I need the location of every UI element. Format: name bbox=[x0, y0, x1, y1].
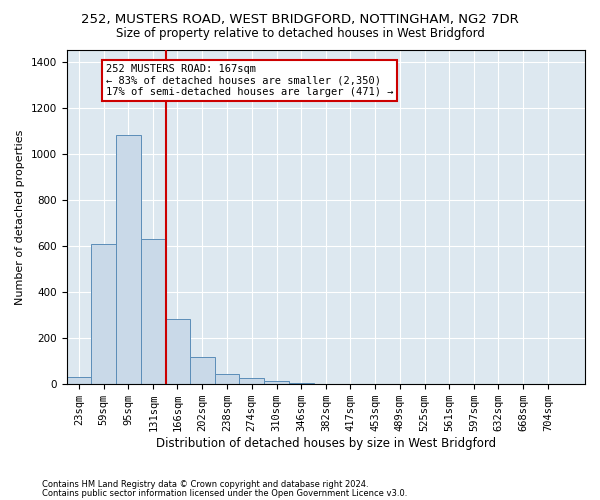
Bar bbox=[165, 318, 190, 384]
Bar bbox=[141, 239, 166, 384]
Y-axis label: Number of detached properties: Number of detached properties bbox=[15, 130, 25, 305]
Bar bbox=[289, 383, 314, 384]
Bar bbox=[264, 381, 289, 384]
Text: 252 MUSTERS ROAD: 167sqm
← 83% of detached houses are smaller (2,350)
17% of sem: 252 MUSTERS ROAD: 167sqm ← 83% of detach… bbox=[106, 64, 393, 97]
Bar bbox=[190, 356, 215, 384]
Text: Size of property relative to detached houses in West Bridgford: Size of property relative to detached ho… bbox=[116, 28, 484, 40]
Text: Contains HM Land Registry data © Crown copyright and database right 2024.: Contains HM Land Registry data © Crown c… bbox=[42, 480, 368, 489]
Text: 252, MUSTERS ROAD, WEST BRIDGFORD, NOTTINGHAM, NG2 7DR: 252, MUSTERS ROAD, WEST BRIDGFORD, NOTTI… bbox=[81, 12, 519, 26]
Bar bbox=[91, 244, 116, 384]
Text: Contains public sector information licensed under the Open Government Licence v3: Contains public sector information licen… bbox=[42, 488, 407, 498]
X-axis label: Distribution of detached houses by size in West Bridgford: Distribution of detached houses by size … bbox=[156, 437, 496, 450]
Bar bbox=[215, 374, 239, 384]
Bar bbox=[239, 378, 264, 384]
Bar bbox=[67, 378, 91, 384]
Bar bbox=[116, 136, 141, 384]
